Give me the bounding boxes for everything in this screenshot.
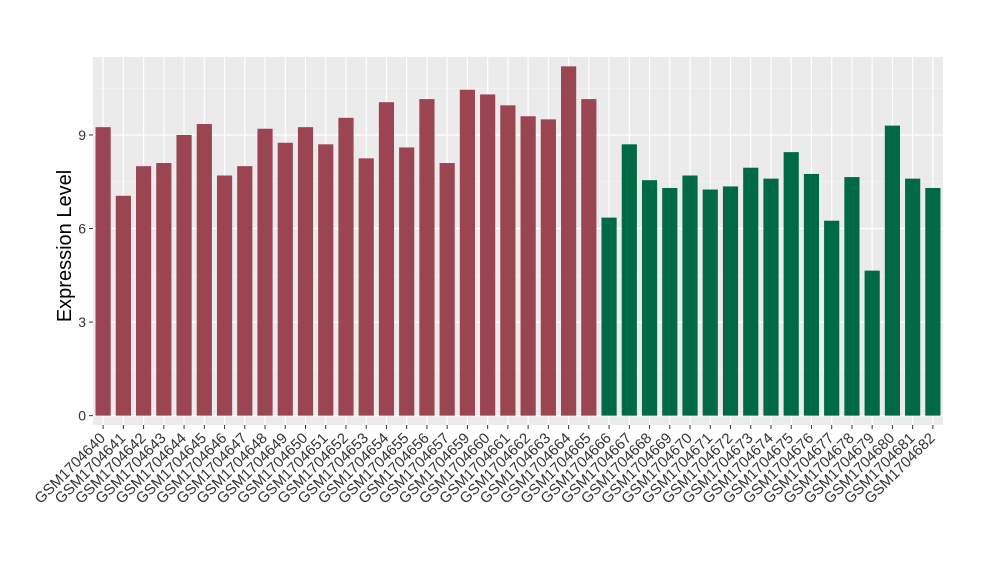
bar-GSM1704641 (115, 195, 131, 416)
bar-GSM1704646 (216, 175, 233, 416)
bar-GSM1704661 (500, 105, 516, 416)
bar-GSM1704640 (95, 127, 111, 416)
y-tick-label: 3 (78, 314, 86, 330)
bar-GSM1704654 (378, 102, 395, 416)
x-axis: GSM1704640GSM1704641GSM1704642GSM1704643… (31, 425, 939, 507)
bar-GSM1704676 (803, 173, 820, 416)
y-tick-label: 0 (78, 408, 86, 424)
y-axis: 0 3 6 9 (78, 127, 93, 424)
bar-GSM1704662 (520, 116, 536, 416)
bar-GSM1704651 (318, 144, 334, 416)
bar-GSM1704643 (156, 163, 172, 416)
bar-GSM1704672 (722, 186, 739, 416)
bar-GSM1704666 (601, 217, 617, 416)
bars (95, 66, 941, 416)
bar-GSM1704657 (439, 163, 455, 416)
plot-panel (93, 57, 943, 425)
bar-GSM1704660 (480, 94, 496, 416)
bar-GSM1704642 (136, 166, 152, 416)
y-axis-title: Expression Level (54, 170, 76, 322)
bar-GSM1704667 (621, 144, 637, 416)
bar-GSM1704682 (925, 187, 941, 416)
bar-GSM1704664 (561, 66, 577, 416)
bar-GSM1704659 (459, 89, 475, 416)
bar-GSM1704649 (277, 142, 293, 416)
bar-GSM1704663 (540, 119, 556, 416)
bar-GSM1704677 (824, 220, 840, 416)
bar-GSM1704678 (844, 177, 860, 416)
bar-GSM1704673 (743, 167, 759, 416)
bar-GSM1704675 (783, 152, 799, 416)
bar-GSM1704680 (884, 125, 900, 416)
bar-GSM1704656 (419, 99, 435, 416)
bar-GSM1704670 (682, 175, 698, 416)
bar-GSM1704647 (237, 166, 253, 416)
bar-GSM1704648 (257, 128, 273, 416)
bar-GSM1704652 (338, 117, 354, 416)
bar-GSM1704655 (399, 147, 415, 416)
bar-GSM1704681 (905, 178, 921, 416)
bar-GSM1704653 (358, 158, 374, 416)
bar-GSM1704671 (702, 189, 718, 416)
bar-GSM1704679 (864, 270, 880, 416)
bar-GSM1704668 (641, 180, 658, 416)
bar-GSM1704645 (196, 124, 212, 416)
y-tick-label: 9 (78, 127, 86, 143)
y-tick-label: 6 (78, 221, 86, 237)
bar-GSM1704665 (581, 99, 597, 416)
minor-gridlines (93, 87, 943, 370)
bar-GSM1704674 (763, 178, 779, 416)
bar-GSM1704669 (662, 187, 678, 416)
bar-GSM1704650 (297, 127, 314, 416)
bar-GSM1704644 (176, 134, 192, 416)
